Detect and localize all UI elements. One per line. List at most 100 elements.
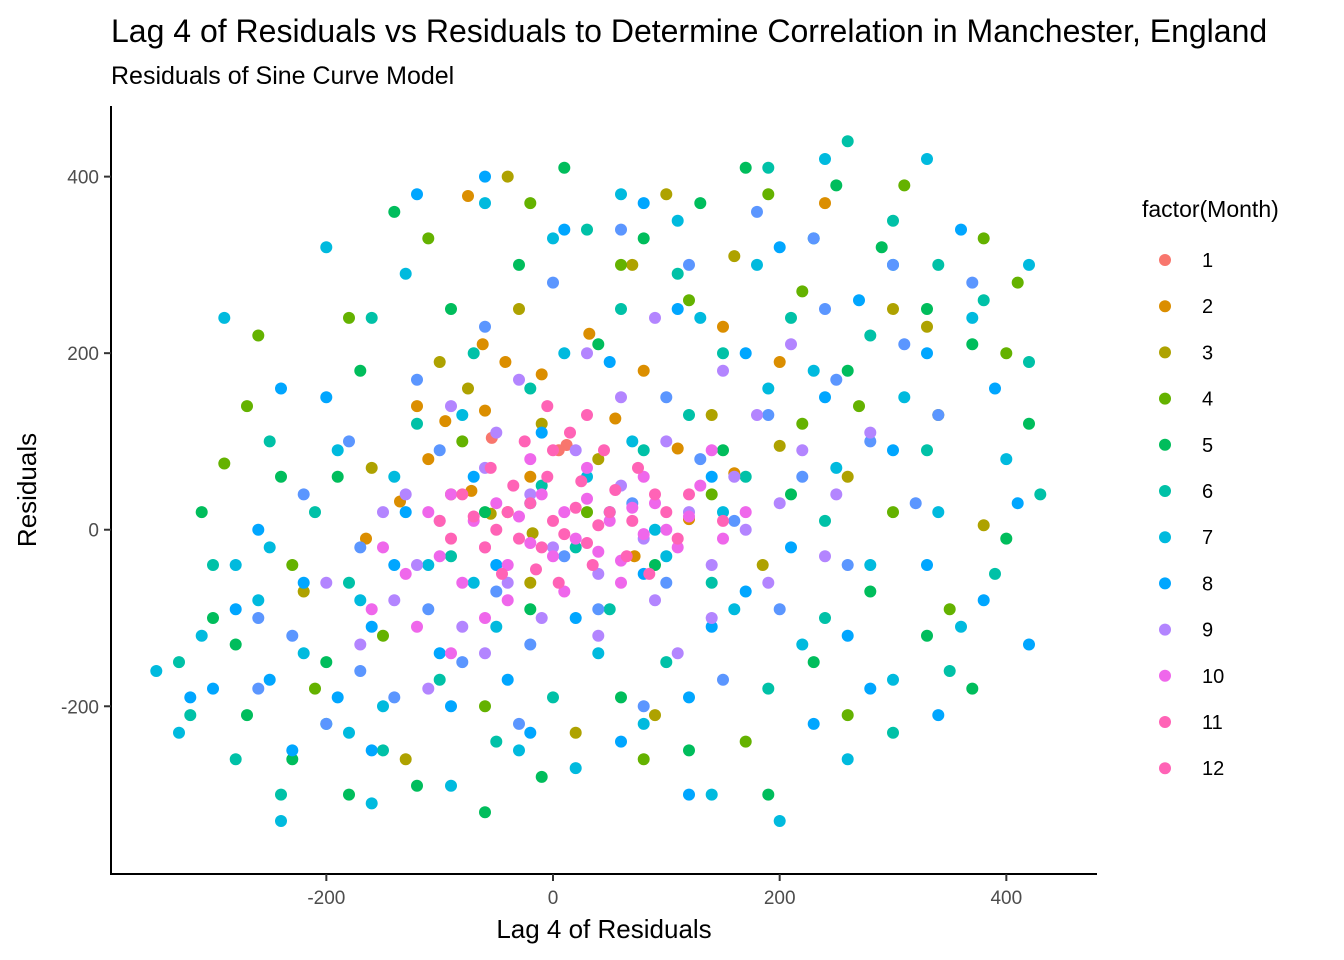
data-point-month-8 (989, 382, 1001, 395)
data-point-month-7 (320, 241, 333, 254)
x-tick-label: 0 (548, 888, 559, 909)
data-point-month-6 (887, 726, 899, 739)
data-point-month-12 (581, 537, 593, 549)
points-layer (150, 135, 1047, 827)
legend-label-4: 4 (1202, 389, 1213, 411)
data-point-month-5 (966, 338, 979, 351)
data-point-month-8 (501, 673, 514, 686)
data-point-month-10 (660, 435, 673, 448)
data-point-month-4 (524, 197, 537, 210)
data-point-month-10 (592, 567, 605, 580)
data-point-month-9 (252, 682, 265, 695)
data-point-month-7 (445, 779, 457, 792)
data-point-month-3 (592, 453, 605, 466)
data-point-month-8 (637, 197, 650, 210)
data-point-month-12 (609, 484, 622, 496)
data-point-month-2 (411, 400, 423, 413)
data-point-month-7 (660, 550, 673, 563)
data-point-month-5 (637, 232, 650, 245)
legend-key-2 (1159, 300, 1171, 313)
data-point-month-12 (643, 567, 656, 580)
data-point-month-7 (1000, 453, 1013, 466)
data-point-month-9 (320, 717, 333, 730)
data-point-month-3 (513, 303, 525, 315)
data-point-month-3 (841, 470, 854, 483)
data-point-month-9 (966, 276, 979, 289)
data-point-month-10 (705, 612, 718, 624)
data-point-month-8 (558, 223, 571, 236)
data-point-month-12 (581, 409, 593, 421)
data-point-month-11 (705, 444, 718, 457)
data-point-month-8 (864, 682, 877, 695)
data-point-month-11 (501, 594, 514, 607)
data-point-month-11 (569, 532, 582, 545)
data-point-month-8 (705, 470, 718, 483)
data-point-month-11 (671, 541, 684, 554)
data-point-month-10 (717, 364, 729, 377)
data-point-month-4 (762, 188, 775, 201)
data-point-month-5 (195, 506, 208, 519)
data-point-month-7 (229, 559, 242, 571)
data-point-month-7 (841, 753, 854, 766)
data-point-month-8 (671, 303, 684, 315)
data-point-month-9 (252, 612, 265, 624)
data-point-month-12 (626, 514, 639, 527)
data-point-month-8 (524, 726, 537, 739)
data-point-month-7 (388, 470, 401, 483)
data-point-month-9 (909, 497, 922, 510)
data-point-month-12 (467, 510, 480, 523)
data-point-month-4 (796, 285, 809, 298)
data-point-month-3 (524, 576, 537, 589)
data-point-month-5 (275, 470, 287, 483)
data-point-month-11 (524, 537, 537, 549)
data-point-month-12 (547, 444, 559, 457)
data-point-month-11 (649, 497, 661, 510)
data-point-month-7 (331, 444, 344, 457)
data-point-month-12 (717, 514, 729, 527)
data-point-month-4 (683, 294, 695, 307)
y-tick-label: 0 (88, 521, 99, 542)
data-point-month-10 (399, 488, 412, 501)
data-point-month-3 (399, 753, 412, 766)
data-point-month-3 (526, 527, 539, 540)
data-point-month-3 (773, 439, 786, 452)
data-point-month-7 (195, 629, 208, 642)
data-point-month-2 (819, 197, 831, 210)
data-point-month-5 (921, 629, 933, 642)
data-point-month-6 (603, 603, 616, 616)
data-point-month-7 (637, 717, 650, 730)
data-point-month-6 (989, 567, 1001, 580)
data-point-month-10 (445, 400, 457, 413)
data-point-month-8 (819, 391, 831, 404)
data-point-month-8 (1023, 638, 1035, 651)
data-point-month-2 (422, 453, 435, 466)
data-point-month-9 (717, 673, 729, 686)
data-point-month-10 (490, 426, 503, 439)
data-point-month-10 (705, 559, 718, 571)
data-point-month-7 (275, 815, 287, 827)
data-point-month-6 (207, 559, 219, 571)
data-point-month-8 (683, 691, 695, 704)
data-point-month-8 (535, 426, 548, 439)
data-point-month-3 (535, 417, 548, 430)
y-ticks: -200 0 200 400 (61, 168, 111, 718)
data-point-month-7 (898, 391, 911, 404)
data-point-month-11 (411, 620, 423, 633)
data-point-month-6 (887, 214, 899, 227)
data-point-month-5 (739, 161, 752, 174)
data-point-month-5 (592, 338, 605, 351)
data-point-month-10 (547, 541, 559, 554)
data-point-month-5 (513, 258, 525, 271)
data-point-month-11 (513, 510, 525, 523)
data-point-month-9 (819, 303, 831, 315)
data-point-month-7 (830, 461, 843, 474)
data-point-month-10 (762, 576, 775, 589)
data-point-month-6 (762, 161, 775, 174)
data-point-month-10 (773, 497, 786, 510)
data-point-month-7 (343, 726, 355, 739)
x-tick-label: 400 (990, 888, 1022, 909)
legend-key-7 (1159, 531, 1171, 544)
data-point-month-6 (683, 409, 695, 421)
data-point-month-5 (864, 585, 877, 598)
data-point-month-10 (411, 559, 423, 571)
